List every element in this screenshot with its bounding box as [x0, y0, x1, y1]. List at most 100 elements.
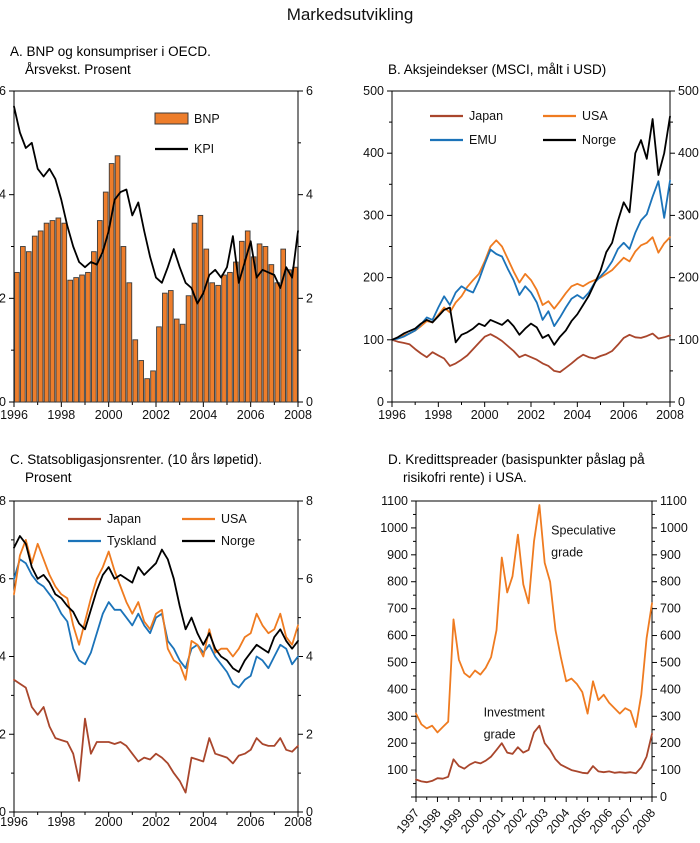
svg-text:KPI: KPI	[194, 142, 214, 156]
svg-text:100: 100	[387, 763, 408, 777]
svg-text:Japan: Japan	[469, 109, 503, 123]
svg-text:2000: 2000	[458, 806, 487, 836]
svg-text:1000: 1000	[660, 521, 688, 535]
svg-text:2004: 2004	[189, 815, 217, 829]
panel-d-chart: 0 100 100 200 200 300 300 400 400 500 500 600 600 700…	[380, 495, 688, 836]
svg-text:300: 300	[387, 709, 408, 723]
svg-text:EMU: EMU	[469, 133, 497, 147]
svg-text:300: 300	[660, 709, 681, 723]
svg-text:1998: 1998	[47, 815, 75, 829]
svg-text:100: 100	[660, 763, 681, 777]
svg-text:2001: 2001	[480, 806, 509, 836]
svg-text:2: 2	[306, 291, 313, 305]
svg-text:2000: 2000	[95, 408, 123, 422]
svg-text:1996: 1996	[0, 408, 28, 422]
svg-text:0: 0	[678, 395, 685, 409]
panel-a: A. BNP og konsumpriser i OECD. Årsvekst.…	[0, 29, 350, 425]
panel-b-title-line1: B. Aksjeindekser (MSCI, målt i USD)	[388, 62, 607, 77]
svg-text:USA: USA	[582, 109, 608, 123]
panel-d: D. Kredittspreader (basispunkter påslag …	[350, 425, 700, 843]
figure-title: Markedsutvikling	[286, 5, 414, 24]
svg-text:1998: 1998	[47, 408, 75, 422]
svg-text:1100: 1100	[660, 495, 687, 508]
svg-text:6: 6	[306, 572, 313, 586]
svg-text:200: 200	[678, 271, 699, 285]
svg-text:2006: 2006	[237, 408, 265, 422]
panel-a-title-line2: Årsvekst. Prosent	[25, 62, 131, 77]
svg-text:800: 800	[387, 575, 408, 589]
svg-text:1996: 1996	[0, 815, 28, 829]
svg-text:2: 2	[306, 727, 313, 741]
svg-text:grade: grade	[484, 727, 516, 741]
svg-text:0: 0	[0, 395, 6, 409]
svg-text:2004: 2004	[563, 408, 591, 422]
svg-text:Investment: Investment	[484, 705, 546, 719]
svg-text:2003: 2003	[522, 806, 551, 836]
svg-text:2007: 2007	[608, 806, 637, 836]
svg-text:2002: 2002	[517, 408, 545, 422]
panel-b: B. Aksjeindekser (MSCI, målt i USD) 0 0 10…	[350, 29, 700, 425]
svg-text:1999: 1999	[437, 806, 466, 836]
panel-c-chart: 0 0 2 2 4 4 6 6 8 8 1996 1998 2000 2002 2004 2006 2008 Ja…	[0, 495, 313, 829]
svg-text:100: 100	[678, 333, 699, 347]
svg-text:4: 4	[0, 650, 6, 664]
svg-text:700: 700	[387, 602, 408, 616]
svg-text:4: 4	[0, 188, 6, 202]
panel-a-chart: 0 0 2 2 4 4 6 6 1996 1998 2000 2002 2004 2006 2008 BNP K…	[0, 85, 313, 422]
svg-text:Japan: Japan	[107, 512, 141, 526]
svg-text:8: 8	[0, 495, 6, 508]
panel-c-title-line1: C. Statsobligasjonsrenter. (10 års løpet…	[10, 452, 263, 467]
svg-text:6: 6	[0, 85, 6, 98]
svg-text:8: 8	[306, 495, 313, 508]
panel-c-title-line2: Prosent	[25, 470, 72, 485]
figure-row-1: A. BNP og konsumpriser i OECD. Årsvekst.…	[0, 29, 700, 425]
svg-text:1998: 1998	[424, 408, 452, 422]
svg-text:0: 0	[306, 395, 313, 409]
panel-b-title: B. Aksjeindekser (MSCI, målt i USD)	[350, 29, 700, 85]
figure: Markedsutvikling A. BNP og konsumpriser …	[0, 5, 700, 843]
svg-text:1998: 1998	[415, 806, 444, 836]
svg-text:500: 500	[660, 655, 681, 669]
svg-text:Norge: Norge	[582, 133, 616, 147]
panel-d-title-line1: D. Kredittspreader (basispunkter påslag …	[388, 452, 645, 467]
svg-text:2006: 2006	[610, 408, 638, 422]
svg-text:600: 600	[387, 629, 408, 643]
svg-text:0: 0	[377, 395, 384, 409]
svg-text:400: 400	[363, 146, 384, 160]
svg-text:2008: 2008	[630, 806, 659, 836]
svg-text:400: 400	[660, 682, 681, 696]
svg-text:2008: 2008	[284, 408, 312, 422]
svg-text:Tyskland: Tyskland	[107, 534, 156, 548]
svg-text:400: 400	[387, 682, 408, 696]
svg-text:2006: 2006	[237, 815, 265, 829]
svg-text:900: 900	[660, 548, 681, 562]
svg-text:2008: 2008	[284, 815, 312, 829]
svg-text:2: 2	[0, 727, 6, 741]
svg-text:0: 0	[660, 790, 667, 804]
svg-text:2002: 2002	[501, 806, 530, 836]
svg-text:2002: 2002	[142, 408, 170, 422]
svg-text:500: 500	[387, 655, 408, 669]
svg-text:1100: 1100	[381, 495, 408, 508]
svg-text:200: 200	[660, 736, 681, 750]
svg-text:0: 0	[306, 805, 313, 819]
svg-text:400: 400	[678, 146, 699, 160]
svg-text:Speculative: Speculative	[551, 524, 616, 538]
svg-text:700: 700	[660, 602, 681, 616]
svg-text:Norge: Norge	[221, 534, 255, 548]
svg-text:2002: 2002	[142, 815, 170, 829]
svg-text:4: 4	[306, 188, 313, 202]
svg-text:2000: 2000	[471, 408, 499, 422]
figure-row-2: C. Statsobligasjonsrenter. (10 års løpet…	[0, 425, 700, 843]
panel-c: C. Statsobligasjonsrenter. (10 års løpet…	[0, 425, 350, 843]
svg-text:800: 800	[660, 575, 681, 589]
svg-text:6: 6	[306, 85, 313, 98]
svg-text:2004: 2004	[189, 408, 217, 422]
panel-c-title: C. Statsobligasjonsrenter. (10 års løpet…	[0, 425, 350, 495]
panel-a-title: A. BNP og konsumpriser i OECD. Årsvekst.…	[0, 29, 350, 85]
panel-d-title-line2: risikofri rente) i USA.	[403, 470, 527, 485]
svg-text:600: 600	[660, 629, 681, 643]
svg-text:100: 100	[363, 333, 384, 347]
svg-text:2004: 2004	[544, 806, 573, 836]
svg-text:0: 0	[0, 805, 6, 819]
